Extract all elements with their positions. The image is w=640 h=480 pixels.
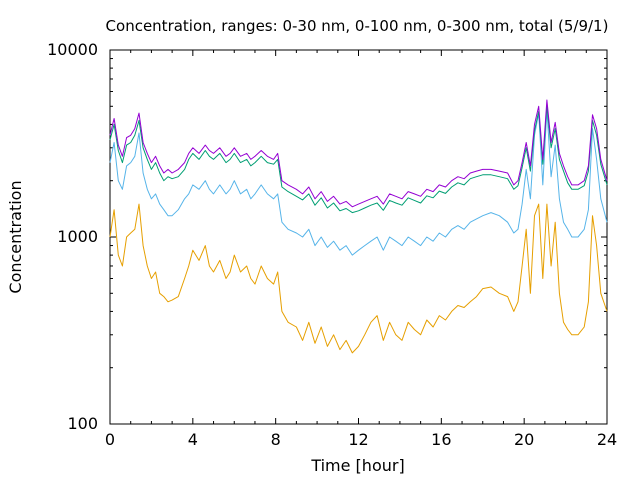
y-tick-label: 100 (67, 414, 98, 433)
series-line-2 (109, 105, 608, 214)
x-tick-label: 8 (271, 430, 281, 449)
series-line-1 (109, 99, 608, 208)
x-tick-label: 0 (105, 430, 115, 449)
y-tick-label: 10000 (47, 40, 98, 59)
series-layer (109, 99, 608, 354)
chart-title: Concentration, ranges: 0-30 nm, 0-100 nm… (106, 17, 609, 35)
x-tick-label: 20 (514, 430, 534, 449)
y-axis-title: Concentration (6, 180, 25, 293)
x-tick-label: 24 (597, 430, 617, 449)
x-tick-label: 12 (348, 430, 368, 449)
plot-frame (109, 49, 608, 425)
x-axis-title: Time [hour] (310, 456, 404, 475)
x-tick-label: 4 (188, 430, 198, 449)
y-axis: 100 1000 10000 (47, 40, 607, 433)
series-line-4 (109, 203, 608, 354)
x-axis: 0 4 8 12 16 20 24 (105, 50, 617, 449)
y-tick-label: 1000 (57, 227, 98, 246)
series-line-3 (109, 109, 608, 256)
x-tick-label: 16 (431, 430, 451, 449)
